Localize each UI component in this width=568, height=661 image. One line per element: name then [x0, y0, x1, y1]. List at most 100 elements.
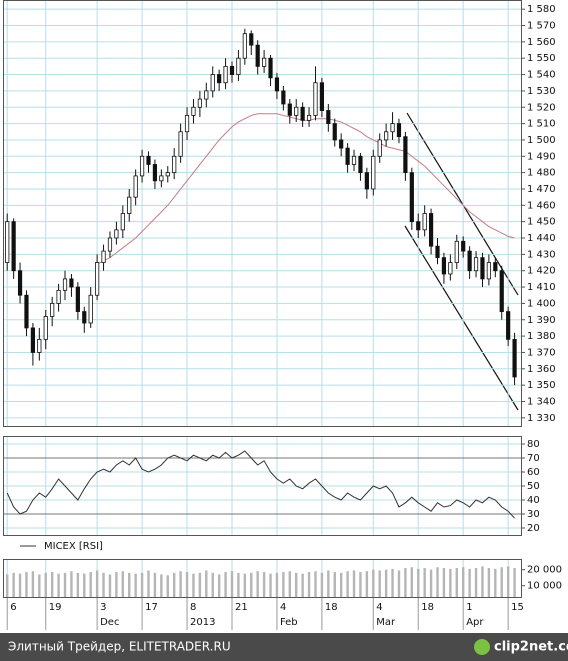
- candle-body: [384, 131, 389, 141]
- y-tick-label: 1 540: [527, 70, 556, 81]
- candle-body: [461, 240, 466, 252]
- volume-bar: [224, 572, 227, 597]
- x-tick-label: 21: [235, 602, 248, 613]
- candle-body: [467, 250, 472, 272]
- candle-body: [428, 213, 434, 247]
- candle-body: [152, 164, 158, 182]
- volume-bar: [243, 573, 247, 597]
- candle-body: [255, 44, 260, 67]
- volume-bar: [76, 572, 80, 597]
- candle-body: [454, 240, 459, 263]
- y-tick-label: 1 500: [527, 135, 556, 146]
- volume-bar: [365, 571, 369, 597]
- candle-body: [75, 286, 80, 312]
- month-label: Feb: [280, 617, 298, 628]
- volume-bar: [410, 567, 414, 597]
- volume-bar: [282, 572, 285, 597]
- y-tick-label: 70: [527, 453, 540, 464]
- x-tick-label: 6: [10, 602, 16, 613]
- volume-bar: [301, 573, 304, 597]
- candle-body: [139, 155, 145, 177]
- volume-bar: [417, 568, 420, 597]
- volume-bar: [288, 571, 291, 597]
- candle-body: [159, 175, 164, 182]
- volume-bar: [230, 571, 234, 597]
- volume-bar: [250, 572, 253, 597]
- candle-body: [56, 289, 61, 304]
- x-tick-label: 1: [466, 602, 472, 613]
- volume-bar: [307, 572, 311, 597]
- candle-body: [210, 74, 215, 92]
- candle-body: [249, 33, 254, 46]
- volume-bar: [256, 571, 259, 597]
- y-tick-label: 1 440: [527, 233, 556, 244]
- volume-bar: [179, 571, 182, 597]
- candle-body: [88, 294, 93, 324]
- candle-body: [306, 115, 312, 121]
- candle-body: [11, 221, 16, 272]
- candle-body: [30, 327, 36, 353]
- volume-bar: [89, 572, 92, 597]
- x-tick-label: 3: [100, 602, 106, 613]
- candle-body: [358, 155, 363, 174]
- volume-bar: [352, 570, 356, 597]
- candle-body: [403, 136, 408, 174]
- y-tick-label: 1 560: [527, 37, 556, 48]
- footer-logo[interactable]: clip2net.com: [494, 640, 568, 655]
- candle-body: [191, 106, 196, 116]
- candle-body: [178, 131, 183, 157]
- y-tick-label: 20 000: [527, 565, 562, 576]
- candle-body: [223, 65, 228, 84]
- volume-bar: [275, 572, 279, 597]
- volume-bar: [333, 572, 336, 597]
- volume-bar: [500, 567, 503, 597]
- volume-bar: [185, 572, 189, 597]
- channel-line: [404, 225, 519, 411]
- volume-bar: [378, 570, 381, 597]
- y-tick-label: 1 480: [527, 168, 556, 179]
- y-tick-label: 30: [527, 509, 540, 520]
- y-tick-label: 1 400: [527, 298, 556, 309]
- x-tick-label: 4: [376, 602, 382, 613]
- y-tick-label: 1 490: [527, 151, 556, 162]
- volume-bar: [346, 571, 349, 597]
- candle-body: [172, 155, 177, 174]
- volume-bar: [63, 572, 67, 597]
- month-label: Dec: [100, 617, 119, 628]
- volume-bar: [339, 572, 343, 597]
- month-label: Apr: [466, 617, 484, 628]
- month-label: Mar: [376, 617, 396, 628]
- volume-bar: [115, 572, 118, 597]
- candle-body: [287, 103, 292, 116]
- volume-bar: [128, 572, 131, 597]
- candle-body: [146, 155, 151, 165]
- y-tick-label: 40: [527, 495, 540, 506]
- volume-bar: [95, 570, 99, 597]
- volume-bar: [269, 573, 272, 597]
- candle-body: [184, 115, 190, 133]
- candle-body: [133, 175, 138, 198]
- candle-body: [300, 106, 305, 121]
- y-tick-label: 1 580: [527, 4, 556, 15]
- volume-bar: [217, 574, 221, 597]
- candle-body: [396, 123, 402, 138]
- y-tick-label: 1 410: [527, 282, 556, 293]
- y-tick-label: 60: [527, 467, 540, 478]
- candle-body: [114, 229, 119, 239]
- y-tick-label: 1 460: [527, 200, 556, 211]
- candle-body: [377, 139, 382, 157]
- candle-body: [416, 221, 421, 231]
- volume-bar: [449, 568, 452, 597]
- volume-bar: [6, 574, 9, 597]
- candle-body: [506, 311, 511, 340]
- candle-body: [486, 262, 491, 280]
- candle-body: [165, 172, 170, 177]
- candle-body: [62, 278, 68, 291]
- volume-bar: [18, 573, 22, 597]
- volume-bar: [140, 572, 144, 597]
- candle-body: [95, 262, 100, 296]
- volume-bar: [423, 568, 426, 597]
- volume-bar: [327, 570, 330, 597]
- candle-body: [326, 110, 331, 124]
- y-tick-label: 1 570: [527, 21, 556, 32]
